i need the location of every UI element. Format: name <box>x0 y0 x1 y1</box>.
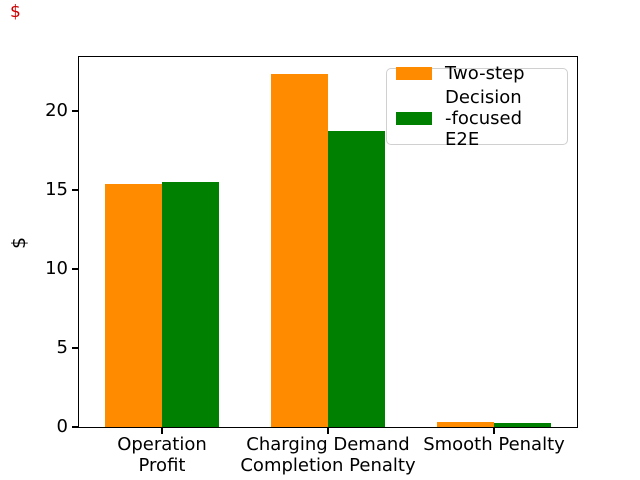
y-tick-label: 0 <box>56 416 68 437</box>
bar-e2e-1 <box>328 131 385 427</box>
y-tick-mark <box>72 426 79 428</box>
legend: Two-step Decision -focused E2E <box>386 63 568 150</box>
x-tick-mark <box>161 428 163 434</box>
y-tick-mark <box>72 188 79 191</box>
legend-label: Decision -focused E2E <box>445 87 523 150</box>
y-tick-mark <box>72 346 79 349</box>
x-tick-label: Charging Demand Completion Penalty <box>240 434 416 476</box>
bar-two-step-2 <box>437 422 494 427</box>
legend-label: Two-step <box>445 63 525 84</box>
y-axis-label: $ <box>8 236 31 250</box>
plot-area <box>78 56 578 428</box>
bar-two-step-1 <box>271 74 328 427</box>
legend-swatch-e2e <box>396 112 432 125</box>
x-tick-label: Operation Profit <box>117 434 207 476</box>
y-tick-mark <box>72 267 79 270</box>
legend-row: Decision -focused E2E <box>396 87 558 150</box>
x-tick-label: Smooth Penalty <box>423 434 565 455</box>
y-tick-label: 20 <box>45 99 68 121</box>
y-tick-mark <box>72 109 79 112</box>
bar-e2e-0 <box>162 181 219 427</box>
y-tick-label: 10 <box>45 257 68 279</box>
x-tick-mark <box>493 428 495 434</box>
bar-e2e-2 <box>494 423 551 427</box>
bar-two-step-0 <box>105 183 162 427</box>
x-tick-mark <box>327 428 329 434</box>
y-tick-label: 5 <box>56 336 68 358</box>
y-tick-label: 15 <box>45 178 68 200</box>
stray-dollar-text: $ <box>10 2 21 22</box>
legend-swatch-two-step <box>396 67 432 80</box>
legend-row: Two-step <box>396 63 558 84</box>
